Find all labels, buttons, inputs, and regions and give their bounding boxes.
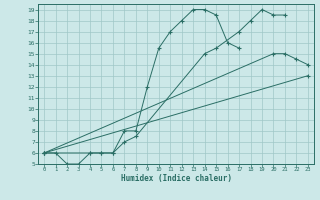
X-axis label: Humidex (Indice chaleur): Humidex (Indice chaleur) [121,174,231,183]
